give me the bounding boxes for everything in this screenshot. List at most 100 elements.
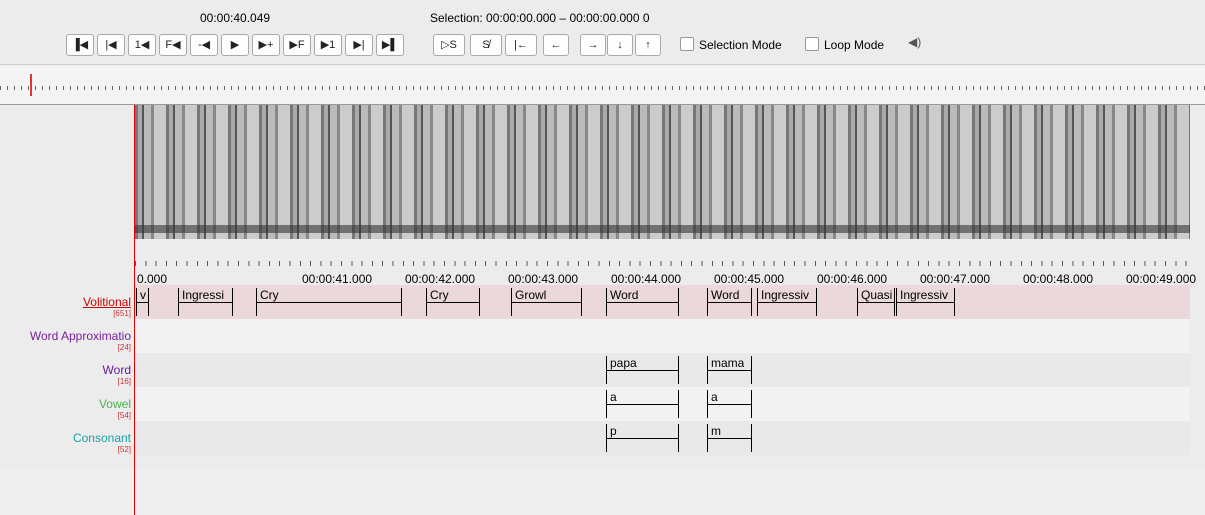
annotation-text: Quasi bbox=[861, 288, 892, 302]
annotation-text: Word bbox=[610, 288, 638, 302]
ruler-label: 00:00:45.000 bbox=[714, 272, 784, 286]
annotation-line bbox=[179, 302, 232, 303]
ruler-label: 00:00:46.000 bbox=[817, 272, 887, 286]
tier-count: [16] bbox=[0, 377, 131, 386]
tier-name[interactable]: Consonant bbox=[0, 431, 131, 445]
loop-mode-label[interactable]: Loop Mode bbox=[824, 38, 884, 52]
volume-icon[interactable]: ◀) bbox=[908, 35, 921, 49]
annotation[interactable]: Ingressi bbox=[178, 288, 233, 316]
ruler-label: 00:00:47.000 bbox=[920, 272, 990, 286]
spectrogram-band bbox=[135, 225, 1190, 233]
annotation-text: Cry bbox=[430, 288, 449, 302]
annotation[interactable]: p bbox=[606, 424, 679, 452]
annotation-text: Cry bbox=[260, 288, 279, 302]
tier-name[interactable]: Word Approximatio bbox=[0, 329, 131, 343]
annotation-line bbox=[858, 302, 894, 303]
overview-cursor bbox=[30, 74, 32, 96]
transport-button[interactable]: |◀ bbox=[97, 34, 125, 56]
annotation[interactable]: Ingressiv bbox=[896, 288, 955, 316]
spectrogram bbox=[135, 105, 1190, 239]
waveform-overview bbox=[0, 66, 1205, 105]
tier-name[interactable]: Word bbox=[0, 363, 131, 377]
annotation-line bbox=[897, 302, 954, 303]
annotation-text: papa bbox=[610, 356, 637, 370]
annotation-text: p bbox=[610, 424, 617, 438]
annotation-line bbox=[512, 302, 581, 303]
transport-button[interactable]: -◀ bbox=[190, 34, 218, 56]
annotation-text: Ingressi bbox=[182, 288, 224, 302]
ruler-label: 00:00:44.000 bbox=[611, 272, 681, 286]
transport-button[interactable]: ▶F bbox=[283, 34, 311, 56]
transport-button[interactable]: ▶| bbox=[345, 34, 373, 56]
annotation[interactable]: a bbox=[606, 390, 679, 418]
ruler-label: 0.000 bbox=[137, 272, 167, 286]
annotation[interactable]: m bbox=[707, 424, 752, 452]
tier-row bbox=[135, 319, 1190, 353]
annotation[interactable]: Ingressiv bbox=[757, 288, 817, 316]
tier-count: [52] bbox=[0, 445, 131, 454]
annotation[interactable]: a bbox=[707, 390, 752, 418]
annotation-line bbox=[607, 404, 678, 405]
annotation-text: m bbox=[711, 424, 721, 438]
tier-name[interactable]: Volitional bbox=[0, 295, 131, 309]
tier-name[interactable]: Vowel bbox=[0, 397, 131, 411]
annotation-text: Growl bbox=[515, 288, 546, 302]
tier-count: [24] bbox=[0, 343, 131, 352]
selection-mode-checkbox[interactable] bbox=[680, 37, 694, 51]
transport-button[interactable]: F◀ bbox=[159, 34, 187, 56]
annotation-text: Ingressiv bbox=[900, 288, 948, 302]
selection-button[interactable]: S̸ bbox=[470, 34, 502, 56]
annotation-line bbox=[758, 302, 816, 303]
elan-window: 00:00:40.049 Selection: 00:00:00.000 – 0… bbox=[0, 0, 1205, 515]
selection-button[interactable]: |← bbox=[505, 34, 537, 56]
annotation-text: Word bbox=[711, 288, 739, 302]
current-time: 00:00:40.049 bbox=[200, 11, 270, 25]
selection-button[interactable]: ↑ bbox=[635, 34, 661, 56]
annotation[interactable]: mama bbox=[707, 356, 752, 384]
annotation[interactable]: Word bbox=[707, 288, 752, 316]
tier-empty-area bbox=[0, 470, 1205, 515]
annotation-line bbox=[607, 302, 678, 303]
annotation[interactable]: Quasi bbox=[857, 288, 895, 316]
annotation-text: a bbox=[711, 390, 718, 404]
ruler-label: 00:00:41.000 bbox=[302, 272, 372, 286]
annotation-text: v bbox=[140, 288, 146, 302]
selection-label: Selection: 00:00:00.000 – 00:00:00.000 0 bbox=[430, 11, 650, 25]
annotation-line bbox=[607, 370, 678, 371]
selection-button[interactable]: ← bbox=[543, 34, 569, 56]
transport-button[interactable]: ▶ bbox=[221, 34, 249, 56]
selection-button[interactable]: ▷S bbox=[433, 34, 465, 56]
annotation-line bbox=[607, 438, 678, 439]
transport-button[interactable]: ▶+ bbox=[252, 34, 280, 56]
annotation[interactable]: papa bbox=[606, 356, 679, 384]
annotation-line bbox=[427, 302, 479, 303]
transport-button[interactable]: ▶1 bbox=[314, 34, 342, 56]
annotation-text: a bbox=[610, 390, 617, 404]
annotation[interactable]: Growl bbox=[511, 288, 582, 316]
selection-button[interactable]: ↓ bbox=[607, 34, 633, 56]
annotation[interactable]: Cry bbox=[256, 288, 402, 316]
annotation-text: Ingressiv bbox=[761, 288, 809, 302]
ruler-label: 00:00:49.000 bbox=[1126, 272, 1196, 286]
ruler-label: 00:00:48.000 bbox=[1023, 272, 1093, 286]
time-ruler bbox=[135, 248, 1190, 266]
annotation[interactable]: v bbox=[136, 288, 149, 316]
loop-mode-checkbox[interactable] bbox=[805, 37, 819, 51]
annotation-line bbox=[708, 370, 751, 371]
ruler-label: 00:00:42.000 bbox=[405, 272, 475, 286]
selection-mode-label[interactable]: Selection Mode bbox=[699, 38, 782, 52]
selection-button[interactable]: → bbox=[580, 34, 606, 56]
annotation-text: mama bbox=[711, 356, 744, 370]
ruler-label: 00:00:43.000 bbox=[508, 272, 578, 286]
annotation-line bbox=[257, 302, 401, 303]
tier-count: [54] bbox=[0, 411, 131, 420]
annotation[interactable]: Cry bbox=[426, 288, 480, 316]
transport-button[interactable]: ▶▌ bbox=[376, 34, 404, 56]
transport-button[interactable]: ▐◀ bbox=[66, 34, 94, 56]
transport-button[interactable]: 1◀ bbox=[128, 34, 156, 56]
annotation-line bbox=[137, 302, 148, 303]
annotation-line bbox=[708, 438, 751, 439]
annotation-line bbox=[708, 302, 751, 303]
annotation-line bbox=[708, 404, 751, 405]
annotation[interactable]: Word bbox=[606, 288, 679, 316]
